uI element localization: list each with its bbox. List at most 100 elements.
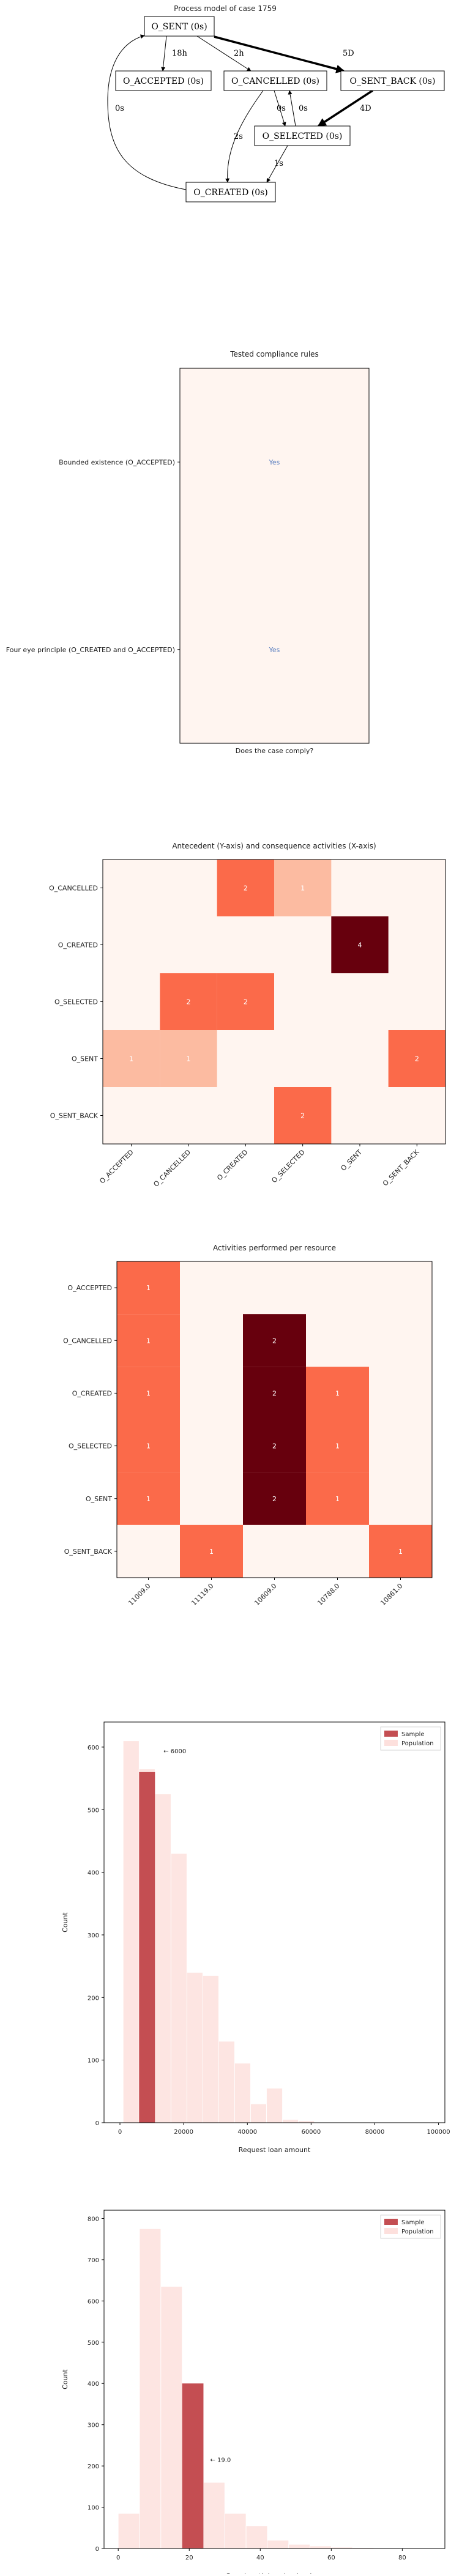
loan-hist-population-bar bbox=[170, 1853, 187, 2123]
antecedent-heatmap-cell bbox=[217, 973, 274, 1030]
loan-hist-x-tick-label: 100000 bbox=[427, 2129, 450, 2136]
caselength-hist-population-bar bbox=[310, 2545, 332, 2549]
antecedent-heatmap-cell-value: 2 bbox=[187, 998, 191, 1006]
resource-heatmap-cell-value: 1 bbox=[398, 1548, 403, 1556]
x-axis-label: Does the case comply? bbox=[236, 747, 314, 755]
antecedent-heatmap-cell bbox=[388, 1030, 445, 1087]
resource-heatmap-cell-value: 2 bbox=[272, 1442, 277, 1450]
case-length-histogram: 0100200300400500600700800020406080Case l… bbox=[61, 2210, 445, 2576]
antecedent-heatmap-cell-value: 1 bbox=[300, 885, 305, 893]
edge-selected-to-created bbox=[266, 145, 288, 183]
loan-hist-population-bar bbox=[282, 2119, 299, 2123]
resource-heatmap-y-label: O_SELECTED bbox=[69, 1442, 112, 1450]
resource-heatmap-cell-value: 1 bbox=[335, 1389, 340, 1397]
loan-hist-sample-bar bbox=[139, 1772, 155, 2123]
edge-label-sent-to-cancelled: 2h bbox=[234, 49, 244, 58]
antecedent-heatmap-cell bbox=[160, 973, 217, 1030]
resource-heatmap-cell-value: 2 bbox=[272, 1495, 277, 1503]
antecedent-heatmap-x-label: O_SENT_BACK bbox=[381, 1148, 421, 1187]
caselength-hist-y-tick-label: 200 bbox=[88, 2463, 99, 2470]
edge-sent_back-to-selected bbox=[317, 89, 373, 127]
edge-cancelled-to-selected bbox=[274, 90, 286, 127]
edge-created-to-sent bbox=[107, 34, 187, 190]
loan-hist-y-tick-label: 500 bbox=[88, 1807, 99, 1814]
antecedent-heatmap-cell-value: 1 bbox=[129, 1055, 133, 1063]
resource-heatmap-cell bbox=[117, 1472, 180, 1525]
resource-heatmap-cell bbox=[369, 1524, 432, 1578]
antecedent-heatmap-cell-value: 2 bbox=[244, 885, 248, 893]
resource-heatmap-cell-value: 1 bbox=[335, 1495, 340, 1503]
diagram-title: Process model of case 1759 bbox=[174, 4, 277, 13]
edge-sent-to-accepted bbox=[161, 35, 167, 72]
caselength-hist-population-bar bbox=[139, 2228, 162, 2549]
resource-heatmap-cell bbox=[306, 1472, 369, 1525]
loan-hist-x-tick-label: 40000 bbox=[237, 2129, 257, 2136]
loan-hist-population-bar bbox=[266, 2088, 283, 2123]
antecedent-heatmap-y-label: O_SENT bbox=[72, 1055, 98, 1063]
loan-hist-y-tick-label: 400 bbox=[88, 1870, 99, 1877]
resource-heatmap-y-label: O_CANCELLED bbox=[63, 1337, 112, 1345]
loan-hist-y-tick-label: 100 bbox=[88, 2058, 99, 2065]
antecedent-heatmap-cell bbox=[274, 859, 332, 916]
antecedent-heatmap-cell bbox=[160, 1030, 217, 1087]
loan-hist-population-bar bbox=[234, 2063, 251, 2123]
process-model-diagram: Process model of case 1759 18h 2h 5D 0s 2s 0s 0… bbox=[107, 4, 445, 202]
edge-label-sent_back-to-selected: 4D bbox=[360, 104, 371, 113]
antecedent-heatmap: Antecedent (Y-axis) and consequence acti… bbox=[49, 842, 446, 1189]
loan-hist-annotation: ← 6000 bbox=[163, 1748, 186, 1755]
antecedent-heatmap-cell-value: 2 bbox=[415, 1055, 419, 1063]
loan-hist-x-tick-label: 80000 bbox=[365, 2129, 385, 2136]
antecedent-heatmap-cell-value: 2 bbox=[244, 998, 248, 1006]
resource-heatmap-x-label: 11009.0 bbox=[127, 1582, 152, 1607]
caselength-hist-y-tick-label: 300 bbox=[88, 2422, 99, 2429]
loan-hist-population-bar bbox=[122, 1740, 140, 2123]
node-box-accepted bbox=[115, 70, 212, 91]
caselength-hist-annotation: ← 19.0 bbox=[210, 2457, 231, 2463]
node-box-selected bbox=[254, 125, 351, 146]
caselength-hist-x-tick-label: 40 bbox=[256, 2555, 264, 2561]
edge-selected-to-cancelled bbox=[288, 90, 296, 127]
rule-label: Four eye principle (O_CREATED and O_ACCE… bbox=[6, 646, 175, 654]
node-box-cancelled bbox=[223, 70, 327, 91]
resource-heatmap-cell-value: 1 bbox=[335, 1442, 340, 1450]
resource-heatmap-y-label: O_CREATED bbox=[72, 1389, 112, 1397]
resource-heatmap-cell bbox=[117, 1314, 180, 1367]
resource-heatmap-cell-value: 2 bbox=[272, 1389, 277, 1397]
loan-hist-legend-label-population: Population bbox=[401, 1740, 434, 1747]
antecedent-heatmap-y-label: O_SENT_BACK bbox=[50, 1112, 99, 1120]
antecedent-heatmap-x-label: O_CREATED bbox=[215, 1148, 249, 1182]
resource-heatmap-x-label: 10861.0 bbox=[379, 1582, 404, 1607]
resource-heatmap-cell bbox=[117, 1261, 180, 1315]
resource-heatmap-x-label: 10609.0 bbox=[253, 1582, 278, 1607]
loan-hist-y-tick-label: 300 bbox=[88, 1932, 99, 1939]
edge-label-cancelled-to-created: 2s bbox=[234, 132, 243, 141]
loan-hist-population-bar bbox=[154, 1794, 171, 2123]
antecedent-heatmap-y-label: O_CANCELLED bbox=[49, 885, 98, 893]
caselength-hist-sample-bar bbox=[182, 2383, 204, 2548]
resource-heatmap-cell-value: 1 bbox=[209, 1548, 214, 1556]
resource-heatmap-cell-value: 2 bbox=[272, 1337, 277, 1345]
compliance-plot-area bbox=[179, 368, 370, 744]
resource-heatmap-y-label: O_ACCEPTED bbox=[67, 1284, 112, 1292]
edge-sent-to-cancelled bbox=[196, 35, 252, 72]
resource-heatmap-y-label: O_SENT_BACK bbox=[64, 1548, 113, 1556]
resource-heatmap-cell bbox=[180, 1524, 243, 1578]
edge-label-created-to-sent: 0s bbox=[115, 104, 124, 113]
caselength-hist-y-tick-label: 700 bbox=[88, 2257, 99, 2264]
node-box-created bbox=[185, 182, 276, 202]
process-model-panel: Process model of case 1759 18h 2h 5D 0s 2s 0s 0… bbox=[0, 0, 451, 208]
antecedent-heatmap-cell-value: 1 bbox=[187, 1055, 191, 1063]
resource-heatmap-cell bbox=[117, 1419, 180, 1472]
loan-hist-population-bar bbox=[202, 1975, 219, 2123]
edge-label-sent-to-accepted: 18h bbox=[172, 49, 188, 58]
loan-hist-y-tick-label: 600 bbox=[88, 1745, 99, 1751]
caselength-hist-x-tick-label: 80 bbox=[398, 2555, 406, 2561]
loan-hist-legend-swatch-population bbox=[384, 1740, 398, 1746]
resource-heatmap-cell bbox=[243, 1314, 306, 1367]
loan-histogram-panel: 0 100 200 300 400 500 600 0 20000 40000 60000 80000… bbox=[0, 1698, 451, 2187]
node-box-sent bbox=[144, 16, 215, 37]
caselength-hist-x-tick-label: 60 bbox=[327, 2555, 335, 2561]
antecedent-heatmap-cell bbox=[103, 1030, 160, 1087]
edge-label-sent-to-sent_back: 5D bbox=[343, 49, 354, 58]
